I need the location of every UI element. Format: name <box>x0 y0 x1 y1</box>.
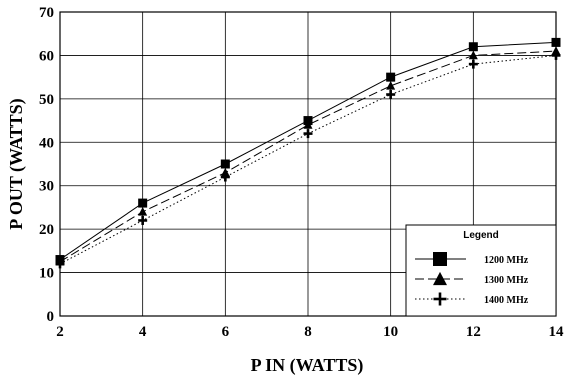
data-point-square <box>386 72 396 82</box>
series-group <box>55 37 561 269</box>
x-tick-label: 14 <box>549 324 565 340</box>
legend-label: 1200 MHz <box>484 255 529 266</box>
data-point-plus <box>551 50 561 60</box>
y-tick-label: 60 <box>39 48 54 64</box>
x-tick-label: 4 <box>139 324 147 340</box>
x-tick-label: 8 <box>304 324 312 340</box>
legend-box <box>405 224 557 317</box>
plot-frame <box>59 11 557 317</box>
legend-marker-square <box>433 252 447 266</box>
legend: Legend 1200 MHz 1300 MHz 1400 MHz <box>405 224 557 317</box>
legend-marker-plus <box>433 292 447 306</box>
x-axis-title: P IN (WATTS) <box>251 355 364 376</box>
legend-title: Legend <box>463 230 499 241</box>
data-point-triangle <box>138 206 148 216</box>
data-point-plus <box>303 129 313 139</box>
legend-marker-triangle <box>433 271 447 286</box>
y-tick-label: 40 <box>39 135 54 151</box>
y-tick-label: 50 <box>39 92 54 108</box>
data-point-plus <box>138 215 148 225</box>
legend-items: 1200 MHz 1300 MHz 1400 MHz <box>415 252 529 306</box>
data-point-triangle <box>551 46 561 55</box>
y-tick-label: 20 <box>39 222 54 238</box>
data-point-plus <box>55 259 65 269</box>
y-tick-label: 10 <box>39 266 54 282</box>
data-point-triangle <box>220 167 230 177</box>
legend-label: 1400 MHz <box>484 295 529 306</box>
x-tick-label: 2 <box>56 324 64 340</box>
data-point-plus <box>220 172 230 182</box>
y-tick-label: 0 <box>47 309 55 325</box>
data-point-plus <box>468 59 478 69</box>
data-point-square <box>138 198 148 208</box>
x-tick-label: 6 <box>222 324 230 340</box>
x-tick-label: 12 <box>466 324 481 340</box>
x-tick-label: 10 <box>383 324 398 340</box>
data-point-square <box>551 37 561 47</box>
data-point-plus <box>386 90 396 100</box>
data-point-triangle <box>468 50 478 60</box>
legend-label: 1300 MHz <box>484 275 529 286</box>
data-point-triangle <box>386 81 396 90</box>
y-tick-label: 30 <box>39 179 54 195</box>
y-tick-label: 70 <box>39 5 54 21</box>
y-axis-title: P OUT (WATTS) <box>6 98 27 229</box>
tick-labels: 2 4 6 8 10 12 14 0 10 20 30 40 50 60 70 <box>39 5 564 340</box>
data-point-square <box>220 159 230 169</box>
data-point-square <box>468 42 478 52</box>
data-point-triangle <box>303 120 313 129</box>
